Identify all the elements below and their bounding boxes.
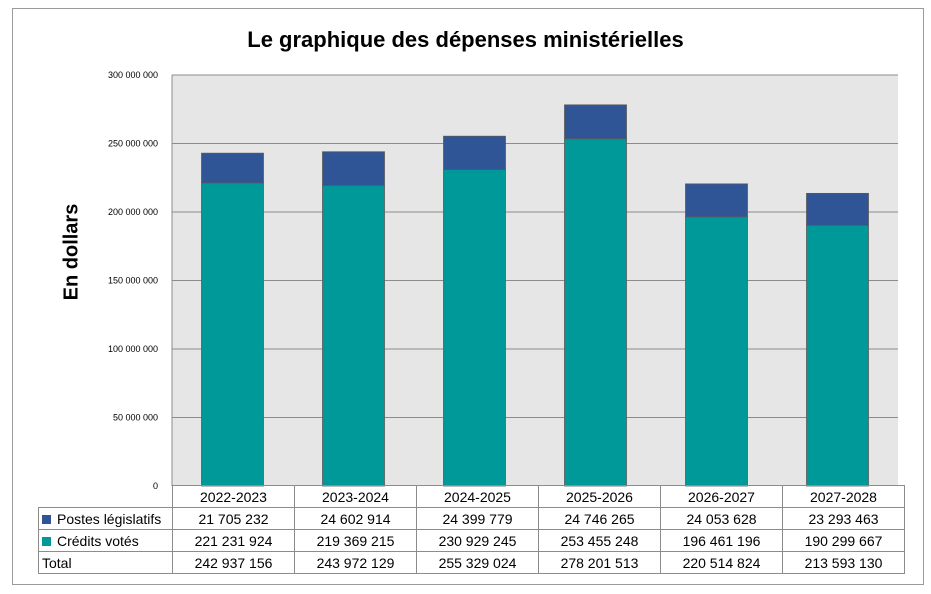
y-tick-label: 150 000 000 — [108, 276, 158, 286]
y-tick-label: 200 000 000 — [108, 207, 158, 217]
table-cell: 21 705 232 — [172, 507, 295, 530]
category-label: 2027-2028 — [782, 485, 905, 508]
table-cell: 243 972 129 — [294, 551, 417, 574]
y-tick-label: 100 000 000 — [108, 344, 158, 354]
legend-swatch — [42, 537, 51, 547]
category-label: 2025-2026 — [538, 485, 661, 508]
grid-lines — [171, 74, 898, 486]
bar-postes-legislatifs — [685, 183, 748, 218]
bar-postes-legislatifs — [806, 192, 869, 226]
y-tick-label: 50 000 000 — [113, 413, 158, 423]
legend-label: Postes législatifs — [57, 510, 162, 527]
table-header-row: 2022-2023 2023-2024 2024-2025 2025-2026 2026… — [38, 485, 905, 508]
category-label: 2024-2025 — [416, 485, 539, 508]
bar-credits-votes — [443, 169, 506, 487]
table-cell: 24 053 628 — [660, 507, 783, 530]
table-cell: 213 593 130 — [782, 551, 905, 574]
table-corner — [38, 485, 173, 508]
table-cell: 221 231 924 — [172, 529, 295, 552]
table-cell: 278 201 513 — [538, 551, 661, 574]
table-cell: 220 514 824 — [660, 551, 783, 574]
bar-credits-votes — [564, 138, 627, 487]
table-cell: 253 455 248 — [538, 529, 661, 552]
bar-credits-votes — [806, 224, 869, 487]
bar-postes-legislatifs — [322, 151, 385, 186]
total-label: Total — [38, 551, 173, 574]
bar-postes-legislatifs — [201, 152, 264, 184]
y-tick-label: 250 000 000 — [108, 139, 158, 149]
table-row: Total 242 937 156 243 972 129 255 329 024 2… — [38, 551, 905, 574]
legend-label: Crédits votés — [57, 532, 139, 549]
legend-swatch — [42, 515, 51, 525]
bar-credits-votes — [201, 182, 264, 487]
table-cell: 230 929 245 — [416, 529, 539, 552]
table-cell: 255 329 024 — [416, 551, 539, 574]
bar-postes-legislatifs — [443, 135, 506, 171]
bar-postes-legislatifs — [564, 104, 627, 140]
data-table: 2022-2023 2023-2024 2024-2025 2025-2026 2026… — [38, 485, 905, 574]
table-cell: 242 937 156 — [172, 551, 295, 574]
bar-credits-votes — [322, 185, 385, 487]
table-cell: 24 746 265 — [538, 507, 661, 530]
bar-credits-votes — [685, 216, 748, 487]
table-cell: 24 399 779 — [416, 507, 539, 530]
table-cell: 196 461 196 — [660, 529, 783, 552]
table-row: Crédits votés 221 231 924 219 369 215 230 … — [38, 529, 905, 552]
category-label: 2023-2024 — [294, 485, 417, 508]
chart-title: Le graphique des dépenses ministérielles — [247, 27, 684, 52]
table-row: Postes législatifs 21 705 232 24 602 914 2… — [38, 507, 905, 530]
table-cell: 23 293 463 — [782, 507, 905, 530]
category-label: 2022-2023 — [172, 485, 295, 508]
table-cell: 24 602 914 — [294, 507, 417, 530]
table-cell: 219 369 215 — [294, 529, 417, 552]
legend-postes-legislatifs: Postes législatifs — [38, 507, 173, 530]
table-cell: 190 299 667 — [782, 529, 905, 552]
category-label: 2026-2027 — [660, 485, 783, 508]
bars — [201, 104, 869, 487]
legend-credits-votes: Crédits votés — [38, 529, 173, 552]
y-tick-label: 300 000 000 — [108, 70, 158, 80]
